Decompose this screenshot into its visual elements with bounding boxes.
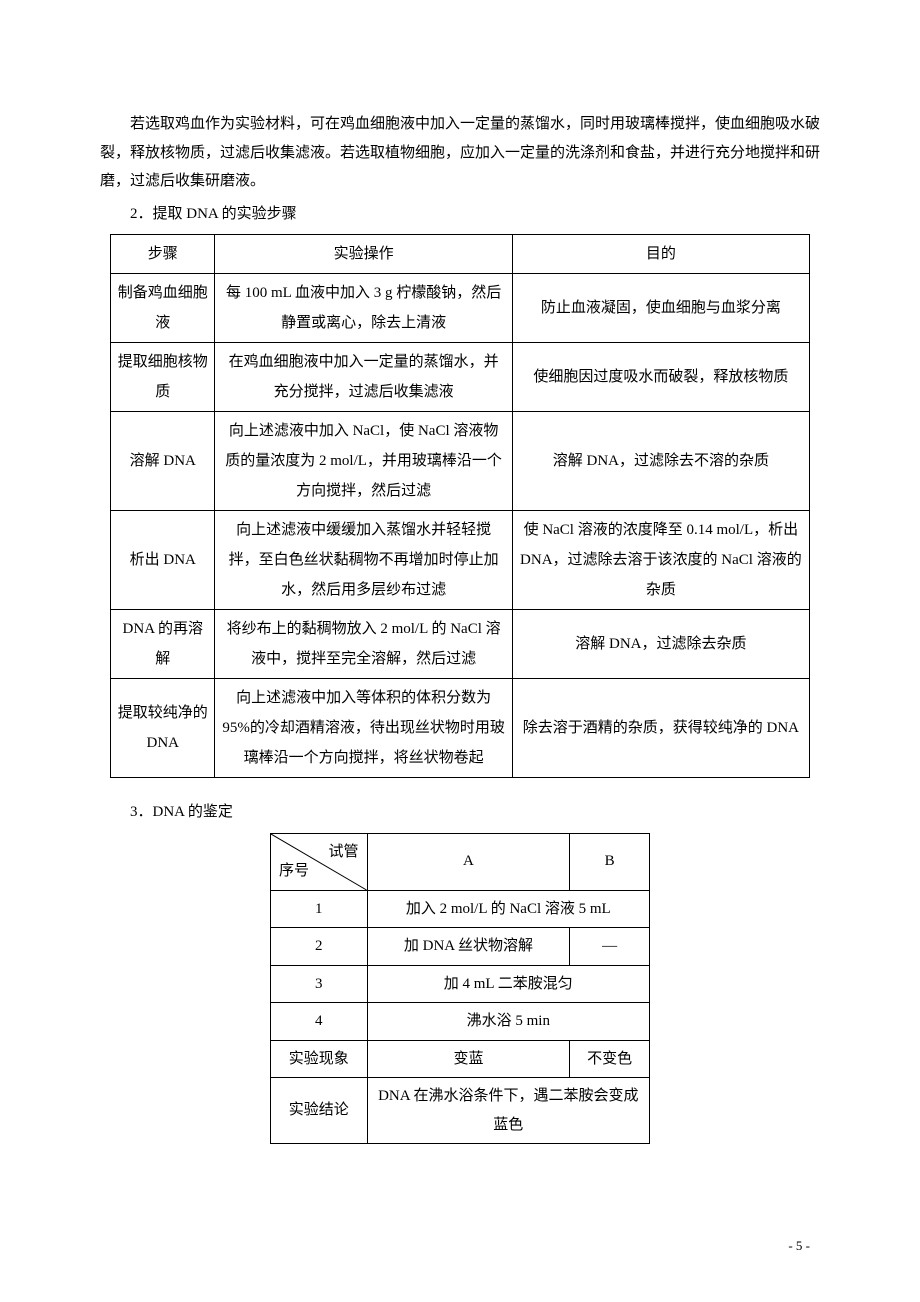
cell-value-b: — — [570, 928, 650, 966]
cell-value-a: 变蓝 — [367, 1040, 570, 1078]
cell-operation: 向上述滤液中缓缓加入蒸馏水并轻轻搅拌，至白色丝状黏稠物不再增加时停止加水，然后用… — [215, 511, 512, 610]
cell-purpose: 使 NaCl 溶液的浓度降至 0.14 mol/L，析出 DNA，过滤除去溶于该… — [512, 511, 809, 610]
cell-purpose: 溶解 DNA，过滤除去杂质 — [512, 610, 809, 679]
table-row: 提取较纯净的 DNA 向上述滤液中加入等体积的体积分数为 95%的冷却酒精溶液，… — [111, 679, 810, 778]
table-row: 实验结论 DNA 在沸水浴条件下，遇二苯胺会变成蓝色 — [271, 1078, 650, 1144]
cell-purpose: 防止血液凝固，使血细胞与血浆分离 — [512, 274, 809, 343]
table-row: 1 加入 2 mol/L 的 NaCl 溶液 5 mL — [271, 890, 650, 928]
th-purpose: 目的 — [512, 235, 809, 274]
table-row: 4 沸水浴 5 min — [271, 1003, 650, 1041]
cell-value-b: 不变色 — [570, 1040, 650, 1078]
cell-value: DNA 在沸水浴条件下，遇二苯胺会变成蓝色 — [367, 1078, 649, 1144]
cell-value: 加 4 mL 二苯胺混匀 — [367, 965, 649, 1003]
page-number: - 5 - — [0, 1204, 920, 1259]
table-row: 析出 DNA 向上述滤液中缓缓加入蒸馏水并轻轻搅拌，至白色丝状黏稠物不再增加时停… — [111, 511, 810, 610]
cell-step: 制备鸡血细胞液 — [111, 274, 215, 343]
cell-label: 实验现象 — [271, 1040, 368, 1078]
cell-value-a: 加 DNA 丝状物溶解 — [367, 928, 570, 966]
cell-purpose: 除去溶于酒精的杂质，获得较纯净的 DNA — [512, 679, 809, 778]
intro-paragraph: 若选取鸡血作为实验材料，可在鸡血细胞液中加入一定量的蒸馏水，同时用玻璃棒搅拌，使… — [100, 110, 820, 196]
cell-operation: 每 100 mL 血液中加入 3 g 柠檬酸钠，然后静置或离心，除去上清液 — [215, 274, 512, 343]
cell-step: 溶解 DNA — [111, 412, 215, 511]
table-row: 提取细胞核物质 在鸡血细胞液中加入一定量的蒸馏水，并充分搅拌，过滤后收集滤液 使… — [111, 343, 810, 412]
cell-label: 2 — [271, 928, 368, 966]
cell-operation: 将纱布上的黏稠物放入 2 mol/L 的 NaCl 溶液中，搅拌至完全溶解，然后… — [215, 610, 512, 679]
section-2-heading: 2．提取 DNA 的实验步骤 — [100, 200, 820, 229]
th-tube-b: B — [570, 833, 650, 890]
table-header-row: 试管 序号 A B — [271, 833, 650, 890]
cell-step: 提取细胞核物质 — [111, 343, 215, 412]
table-row: 实验现象 变蓝 不变色 — [271, 1040, 650, 1078]
cell-operation: 在鸡血细胞液中加入一定量的蒸馏水，并充分搅拌，过滤后收集滤液 — [215, 343, 512, 412]
cell-value: 沸水浴 5 min — [367, 1003, 649, 1041]
cell-step: DNA 的再溶解 — [111, 610, 215, 679]
cell-label: 1 — [271, 890, 368, 928]
th-operation: 实验操作 — [215, 235, 512, 274]
cell-step: 析出 DNA — [111, 511, 215, 610]
diag-bottom-left: 序号 — [279, 857, 309, 886]
table-header-row: 步骤 实验操作 目的 — [111, 235, 810, 274]
cell-operation: 向上述滤液中加入 NaCl，使 NaCl 溶液物质的量浓度为 2 mol/L，并… — [215, 412, 512, 511]
table-row: DNA 的再溶解 将纱布上的黏稠物放入 2 mol/L 的 NaCl 溶液中，搅… — [111, 610, 810, 679]
cell-label: 4 — [271, 1003, 368, 1041]
th-step: 步骤 — [111, 235, 215, 274]
cell-label: 实验结论 — [271, 1078, 368, 1144]
table-row: 3 加 4 mL 二苯胺混匀 — [271, 965, 650, 1003]
cell-purpose: 溶解 DNA，过滤除去不溶的杂质 — [512, 412, 809, 511]
cell-operation: 向上述滤液中加入等体积的体积分数为 95%的冷却酒精溶液，待出现丝状物时用玻璃棒… — [215, 679, 512, 778]
table-row: 2 加 DNA 丝状物溶解 — — [271, 928, 650, 966]
diag-top-right: 试管 — [329, 838, 359, 867]
dna-identification-table: 试管 序号 A B 1 加入 2 mol/L 的 NaCl 溶液 5 mL 2 … — [270, 833, 650, 1145]
cell-purpose: 使细胞因过度吸水而破裂，释放核物质 — [512, 343, 809, 412]
th-tube-a: A — [367, 833, 570, 890]
section-3-heading: 3．DNA 的鉴定 — [100, 798, 820, 827]
table-row: 溶解 DNA 向上述滤液中加入 NaCl，使 NaCl 溶液物质的量浓度为 2 … — [111, 412, 810, 511]
diagonal-header-cell: 试管 序号 — [271, 833, 368, 890]
cell-label: 3 — [271, 965, 368, 1003]
cell-value: 加入 2 mol/L 的 NaCl 溶液 5 mL — [367, 890, 649, 928]
cell-step: 提取较纯净的 DNA — [111, 679, 215, 778]
dna-extraction-steps-table: 步骤 实验操作 目的 制备鸡血细胞液 每 100 mL 血液中加入 3 g 柠檬… — [110, 234, 810, 778]
table-row: 制备鸡血细胞液 每 100 mL 血液中加入 3 g 柠檬酸钠，然后静置或离心，… — [111, 274, 810, 343]
